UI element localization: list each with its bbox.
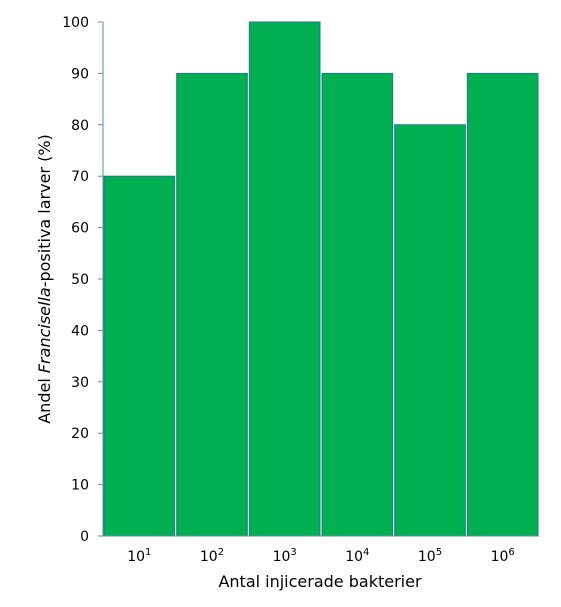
y-tick-label: 90 bbox=[71, 66, 89, 82]
y-axis-title-italic: Francisella bbox=[35, 287, 54, 373]
y-tick-label: 70 bbox=[71, 169, 89, 185]
y-axis-title: Andel Francisella-positiva larver (%) bbox=[35, 134, 54, 424]
bar bbox=[176, 72, 248, 537]
x-tick-label: 101 bbox=[127, 547, 151, 565]
x-tick-label: 106 bbox=[491, 547, 515, 565]
bar bbox=[466, 72, 539, 537]
y-axis-title-suffix: -positiva larver (%) bbox=[35, 134, 54, 287]
y-tick-label: 30 bbox=[71, 375, 89, 391]
y-tick-label: 10 bbox=[71, 478, 89, 494]
y-tick-label: 100 bbox=[62, 15, 89, 31]
x-ticks-group: 101 102 103 104 105 106 bbox=[127, 547, 515, 565]
y-tick-label: 50 bbox=[71, 272, 89, 288]
x-axis-title: Antal injicerade bakterier bbox=[218, 572, 421, 591]
x-tick-label: 102 bbox=[200, 547, 224, 565]
x-tick-label: 103 bbox=[273, 547, 297, 565]
bar bbox=[321, 72, 394, 537]
bar bbox=[103, 175, 176, 537]
x-tick-label: 104 bbox=[345, 547, 369, 565]
bars-group bbox=[103, 21, 539, 537]
y-tick-label: 20 bbox=[71, 426, 89, 442]
bar bbox=[394, 124, 466, 537]
y-tick-label: 0 bbox=[80, 529, 89, 545]
y-ticks-group: 0 10 20 30 40 50 60 70 80 90 100 bbox=[62, 15, 103, 545]
y-axis-title-prefix: Andel bbox=[35, 373, 54, 424]
bar bbox=[248, 21, 321, 537]
y-tick-label: 40 bbox=[71, 323, 89, 339]
x-tick-label: 105 bbox=[418, 547, 442, 565]
y-tick-label: 80 bbox=[71, 118, 89, 134]
y-tick-label: 60 bbox=[71, 221, 89, 237]
